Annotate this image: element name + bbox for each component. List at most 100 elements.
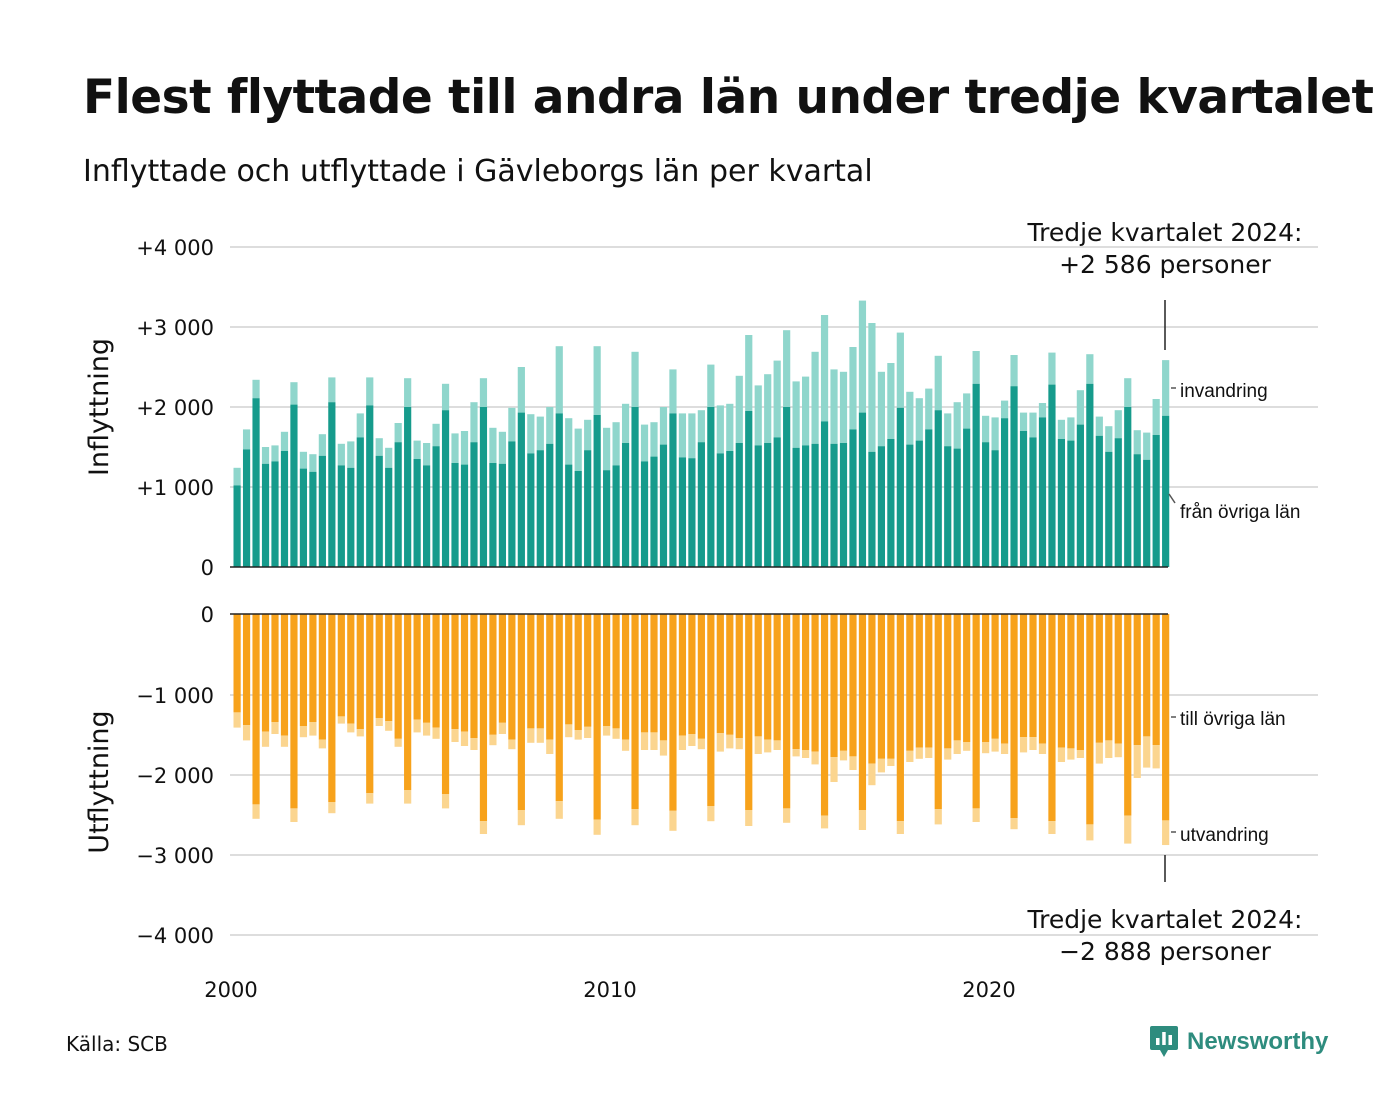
bar-fran-ovriga-lan xyxy=(934,410,942,567)
outflow-bars xyxy=(233,614,1170,846)
bar-till-ovriga-lan xyxy=(565,614,573,725)
bar-utvandring xyxy=(896,821,904,834)
bar-fran-ovriga-lan xyxy=(944,446,952,567)
bar-invandring xyxy=(612,422,620,466)
bar-invandring xyxy=(337,443,345,466)
bar-utvandring xyxy=(783,808,791,823)
bar-till-ovriga-lan xyxy=(697,614,705,739)
bar-utvandring xyxy=(1076,750,1084,758)
bar-till-ovriga-lan xyxy=(783,614,791,809)
bar-utvandring xyxy=(517,810,525,826)
bar-till-ovriga-lan xyxy=(261,614,270,732)
bar-utvandring xyxy=(366,793,374,804)
bar-till-ovriga-lan xyxy=(754,614,762,737)
bar-till-ovriga-lan xyxy=(953,614,961,741)
bar-utvandring xyxy=(963,742,971,751)
bar-utvandring xyxy=(1105,740,1113,758)
bar-invandring xyxy=(745,335,753,411)
bar-till-ovriga-lan xyxy=(1048,614,1056,822)
bar-till-ovriga-lan xyxy=(423,614,431,723)
bar-till-ovriga-lan xyxy=(337,614,345,717)
bar-utvandring xyxy=(934,809,942,825)
bar-fran-ovriga-lan xyxy=(669,413,677,567)
bar-invandring xyxy=(385,447,393,468)
bar-utvandring xyxy=(242,725,251,741)
x-axis: 2000 2010 2020 xyxy=(204,978,1015,1000)
bar-utvandring xyxy=(479,821,488,834)
bar-invandring xyxy=(669,369,677,414)
bar-till-ovriga-lan xyxy=(242,614,251,726)
bar-utvandring xyxy=(735,738,743,750)
bar-fran-ovriga-lan xyxy=(982,442,990,567)
bar-invandring xyxy=(375,438,383,456)
bar-till-ovriga-lan xyxy=(1095,614,1103,743)
bar-utvandring xyxy=(659,740,668,756)
bar-fran-ovriga-lan xyxy=(280,451,289,567)
bar-fran-ovriga-lan xyxy=(1076,424,1084,567)
bar-till-ovriga-lan xyxy=(726,614,734,735)
bar-fran-ovriga-lan xyxy=(1114,438,1122,567)
bar-invandring xyxy=(1114,410,1122,439)
bar-till-ovriga-lan xyxy=(669,614,677,811)
bar-invandring xyxy=(820,315,829,422)
bar-utvandring xyxy=(565,724,573,738)
bar-invandring xyxy=(764,374,772,443)
bar-invandring xyxy=(489,427,497,463)
bar-till-ovriga-lan xyxy=(887,614,895,759)
bar-invandring xyxy=(839,371,848,443)
bar-till-ovriga-lan xyxy=(972,614,980,809)
bar-till-ovriga-lan xyxy=(394,614,402,739)
bar-utvandring xyxy=(337,716,345,724)
bar-utvandring xyxy=(982,742,990,754)
fran-ovriga-lan-label: från övriga län xyxy=(1180,502,1300,523)
bar-till-ovriga-lan xyxy=(764,614,772,740)
bar-fran-ovriga-lan xyxy=(754,445,762,567)
bar-till-ovriga-lan xyxy=(1000,614,1009,744)
bar-till-ovriga-lan xyxy=(584,614,592,727)
bar-utvandring xyxy=(470,738,478,750)
bar-utvandring xyxy=(1000,743,1009,754)
bar-utvandring xyxy=(1086,824,1094,841)
bar-invandring xyxy=(423,443,431,466)
bar-utvandring xyxy=(820,815,829,829)
bar-invandring xyxy=(849,347,857,430)
bar-till-ovriga-lan xyxy=(470,614,478,738)
bar-till-ovriga-lan xyxy=(1133,614,1141,746)
bar-till-ovriga-lan xyxy=(593,614,601,820)
bar-till-ovriga-lan xyxy=(1152,614,1160,746)
bar-till-ovriga-lan xyxy=(811,614,819,752)
bar-till-ovriga-lan xyxy=(318,614,326,740)
bar-fran-ovriga-lan xyxy=(953,448,961,567)
bar-fran-ovriga-lan xyxy=(489,463,497,567)
bar-utvandring xyxy=(252,804,260,819)
bar-invandring xyxy=(252,379,260,399)
bar-till-ovriga-lan xyxy=(413,614,421,720)
bar-fran-ovriga-lan xyxy=(1000,418,1009,567)
bar-till-ovriga-lan xyxy=(896,614,904,822)
bar-utvandring xyxy=(508,739,516,750)
bar-fran-ovriga-lan xyxy=(868,451,876,567)
bar-utvandring xyxy=(536,728,544,743)
bar-fran-ovriga-lan xyxy=(659,444,668,567)
bar-till-ovriga-lan xyxy=(517,614,525,810)
bar-invandring xyxy=(754,385,762,446)
bar-fran-ovriga-lan xyxy=(925,429,933,567)
bar-invandring xyxy=(574,428,582,471)
bar-invandring xyxy=(915,398,923,441)
bar-utvandring xyxy=(1057,747,1066,762)
bar-fran-ovriga-lan xyxy=(290,404,298,567)
bar-invandring xyxy=(716,405,724,454)
bar-till-ovriga-lan xyxy=(1038,614,1047,744)
bar-invandring xyxy=(1162,360,1170,416)
bar-utvandring xyxy=(631,809,639,826)
bar-till-ovriga-lan xyxy=(1010,614,1018,818)
bar-till-ovriga-lan xyxy=(1105,614,1113,741)
top-panel-title: Inflyttning xyxy=(84,338,115,476)
chart-subtitle: Inflyttade och utflyttade i Gävleborgs l… xyxy=(83,154,873,189)
bar-fran-ovriga-lan xyxy=(849,429,857,567)
bar-utvandring xyxy=(574,730,582,740)
bar-till-ovriga-lan xyxy=(839,614,848,751)
bar-invandring xyxy=(1133,430,1141,455)
y-tick-label: −3 000 xyxy=(136,844,214,868)
bar-fran-ovriga-lan xyxy=(565,464,573,567)
